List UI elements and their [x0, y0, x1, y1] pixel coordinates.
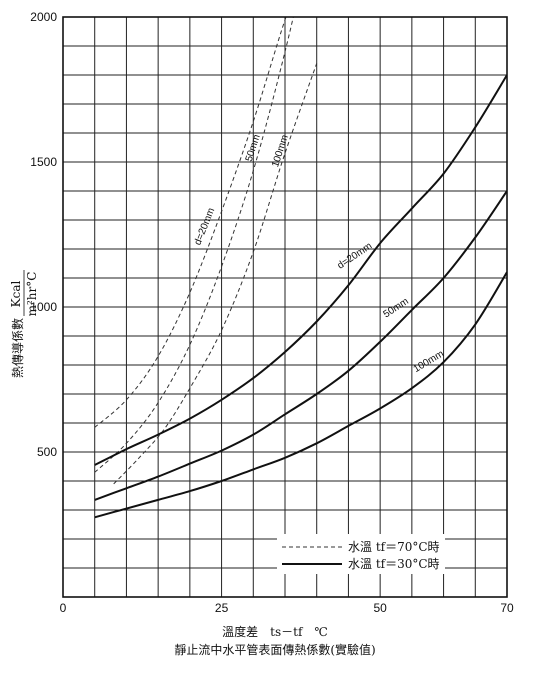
y-tick-label: 1500: [30, 155, 57, 169]
x-tick-label: 25: [215, 601, 229, 615]
legend-label-30: 水溫 tf＝30°C時: [348, 557, 440, 571]
y-axis-label-main: 熱傳導係數: [11, 318, 25, 378]
series-solid-4: [94, 190, 507, 501]
tick-labels: 0 25 50 70 500 1000 1500 2000: [30, 10, 514, 615]
y-tick-label: 500: [37, 445, 57, 459]
series-dashed-1: [94, 17, 294, 473]
legend-box: [277, 534, 445, 574]
legend: 水溫 tf＝70°C時 水溫 tf＝30°C時: [277, 534, 445, 574]
x-tick-label: 0: [60, 601, 67, 615]
y-axis-label: 熱傳導係數 Kcal m²hr°C: [9, 270, 39, 378]
x-tick-label: 50: [373, 601, 387, 615]
series-dashed-2: [113, 63, 318, 485]
plot-frame: [62, 16, 508, 598]
y-axis-unit-numerator: Kcal: [9, 281, 23, 308]
series-dashed-0: [94, 17, 287, 428]
y-axis-unit-denominator: m²hr°C: [25, 272, 39, 317]
series-solid-5: [94, 271, 507, 519]
legend-label-70: 水溫 tf＝70°C時: [348, 540, 440, 554]
grid: [63, 17, 507, 597]
chart-title: 靜止流中水平管表面傳熱係數(實驗值): [174, 642, 375, 657]
y-tick-label: 2000: [30, 10, 57, 24]
x-axis-label: 溫度差 ts－tf ℃: [222, 624, 328, 639]
x-tick-label: 70: [500, 601, 514, 615]
curves: [94, 17, 507, 519]
y-tick-label: 1000: [30, 300, 57, 314]
series-solid-3: [94, 74, 507, 466]
